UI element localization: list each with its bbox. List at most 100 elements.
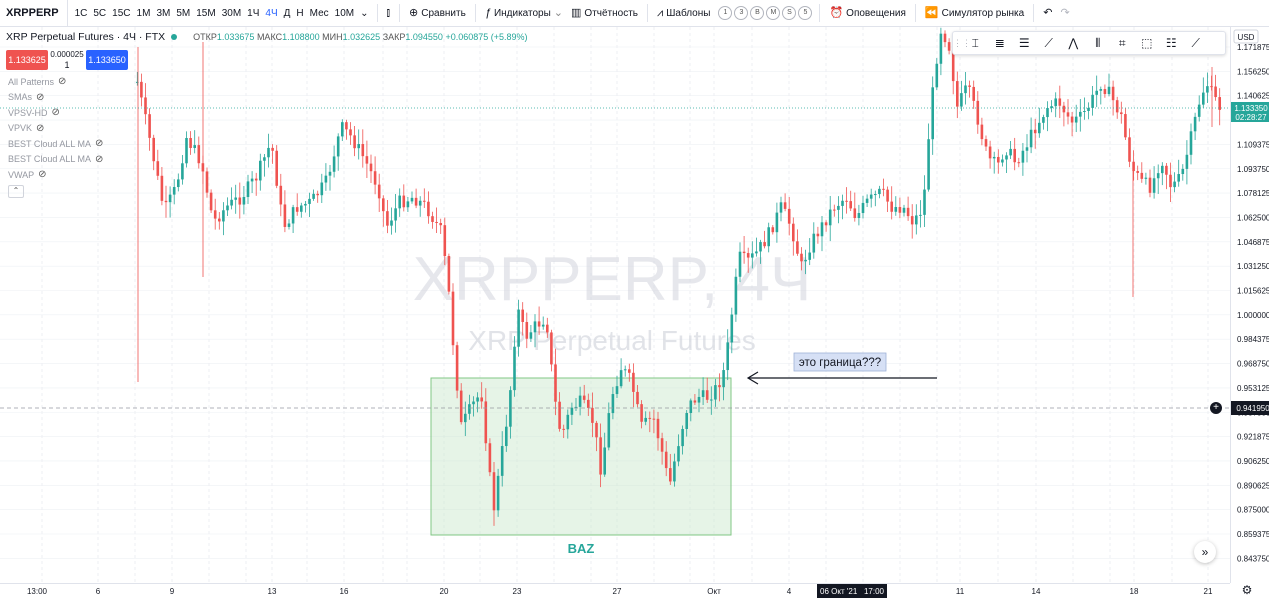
timeframe-11[interactable]: Н	[296, 7, 304, 19]
collapse-legend-button[interactable]: ⌃	[8, 184, 24, 198]
indicator-item[interactable]: SMAs ⊘	[8, 90, 103, 106]
eye-hidden-icon[interactable]: ⊘	[36, 122, 45, 134]
trend-line-tool-icon[interactable]: ⟋	[1044, 35, 1053, 50]
fib-channel-tool-icon[interactable]: ☷	[1165, 36, 1177, 50]
indicator-item[interactable]: VWAP ⊘	[8, 167, 103, 183]
change-value: +0.060875 (+5.89%)	[445, 32, 528, 42]
candle-body	[956, 81, 959, 107]
eye-hidden-icon[interactable]: ⊘	[51, 107, 60, 119]
templates-button[interactable]: ⩘ Шаблоны	[653, 0, 714, 27]
buy-button[interactable]: 1.133650	[86, 50, 128, 70]
fib-retracement-tool-icon[interactable]: ≣	[994, 36, 1005, 50]
time-label: 16	[340, 587, 349, 596]
indicator-label: VWAP	[8, 169, 35, 180]
chart-type-button[interactable]: ⫾	[383, 0, 395, 27]
timeframe-8[interactable]: 1Ч	[247, 7, 260, 19]
indicator-item[interactable]: BEST Cloud ALL MA ⊘	[8, 152, 103, 168]
quantity-value[interactable]: 1	[64, 60, 70, 70]
time-scale[interactable]: 13:00 6 9 13 16 20 23 27 Окт 4 14 18 21 11 06 Окт '21…	[0, 583, 1230, 598]
template-badge[interactable]: 5	[798, 6, 813, 20]
price-label: 0.875000	[1237, 506, 1269, 515]
indicator-item[interactable]: VPSV-HD ⊘	[8, 105, 103, 121]
replay-button[interactable]: ⏪ Симулятор рынка	[921, 0, 1028, 27]
undo-button[interactable]: ↶	[1039, 0, 1056, 27]
timeframe-dropdown-icon[interactable]: ⌄	[360, 7, 369, 19]
candle-body	[160, 175, 164, 201]
candle-body	[746, 253, 750, 258]
drag-handle-icon[interactable]: ⋮⋮	[953, 37, 971, 48]
market-status-icon	[171, 34, 178, 40]
template-badge[interactable]: 3	[734, 6, 749, 20]
function-icon: ƒ	[484, 6, 491, 19]
candle-body	[796, 241, 799, 254]
rectangle-tool-icon[interactable]: ⬚	[1141, 36, 1153, 50]
candle-body	[447, 256, 451, 292]
time-label: 6	[96, 587, 101, 596]
timeframe-10[interactable]: Д	[283, 7, 291, 19]
eye-hidden-icon[interactable]: ⊘	[95, 138, 104, 150]
currency-button[interactable]	[1233, 29, 1259, 44]
callout-box[interactable]	[793, 352, 887, 372]
timeframe-9[interactable]: 4Ч	[265, 7, 278, 19]
template-badge[interactable]: 1	[718, 6, 733, 20]
template-badge[interactable]: S	[782, 6, 797, 20]
eye-hidden-icon[interactable]: ⊘	[95, 153, 104, 165]
candle-body	[775, 212, 779, 233]
timeframe-0[interactable]: 1С	[74, 7, 88, 19]
template-badge[interactable]: B	[750, 6, 765, 20]
candle-body	[1029, 129, 1033, 148]
timeframe-2[interactable]: 15С	[112, 7, 131, 19]
toolbar-divider	[914, 4, 916, 22]
redo-button[interactable]: ↷	[1056, 0, 1073, 27]
template-badge[interactable]: M	[766, 6, 781, 20]
candle-body	[484, 401, 488, 444]
candle-body	[1091, 94, 1094, 108]
symbol-search-button[interactable]: XRPPERP	[0, 0, 68, 27]
spread-box: 0.000025 1	[48, 50, 86, 70]
indicator-item[interactable]: All Patterns ⊘	[8, 74, 103, 90]
timeframe-12[interactable]: Мес	[309, 7, 329, 19]
eye-hidden-icon[interactable]: ⊘	[36, 91, 45, 103]
candle-body	[353, 135, 356, 149]
timeframe-5[interactable]: 5М	[176, 7, 191, 19]
report-button[interactable]: ▥ Отчётность	[567, 0, 642, 27]
candle-body	[1197, 104, 1201, 117]
compare-button[interactable]: ⊕ Сравнить	[405, 0, 470, 27]
eye-hidden-icon[interactable]: ⊘	[58, 76, 67, 88]
top-toolbar: XRPPERP 1С 5С 15С 1М 3М 5М 15М 30М 1Ч 4Ч Д Н Мес 10М …	[0, 0, 1269, 27]
candle-body	[992, 156, 996, 159]
indicator-item[interactable]: BEST Cloud ALL MA ⊘	[8, 136, 103, 152]
candle-body	[874, 194, 877, 196]
sell-button[interactable]: 1.133625	[6, 50, 48, 70]
crossline-tool-icon[interactable]: ⌗	[1118, 35, 1126, 50]
pattern-tool-icon[interactable]: ⋀	[1068, 36, 1079, 50]
brush-tool-icon[interactable]: ⟋	[1191, 35, 1200, 50]
chart-settings-button[interactable]: ⚙	[1232, 584, 1262, 597]
bar-countdown: 02:28:27	[1235, 113, 1267, 122]
alerts-button[interactable]: ⏰ Оповещения	[825, 0, 909, 27]
price-chart[interactable]: XRPPERP, 4Ч XRP Perpetual Futures BAZ эт…	[0, 27, 1230, 583]
candle-body	[287, 223, 291, 227]
scroll-to-realtime-button[interactable]: »	[1194, 541, 1216, 563]
add-alert-icon[interactable]: +	[1210, 402, 1222, 414]
indicators-button[interactable]: ƒ Индикаторы ⌄	[481, 0, 567, 27]
trade-panel: 1.133625 0.000025 1 1.133650	[6, 50, 128, 70]
price-scale[interactable]: USD 1.171875 1.156250 1.140625 1.109375 1.09…	[1230, 27, 1269, 583]
eye-hidden-icon[interactable]: ⊘	[38, 169, 47, 181]
timeframe-13[interactable]: 10М	[334, 7, 355, 19]
timeframe-6[interactable]: 15М	[196, 7, 216, 19]
parallel-channel-tool-icon[interactable]: ⫴	[1095, 35, 1101, 50]
time-label: 4	[787, 587, 792, 596]
indicator-item[interactable]: VPVK ⊘	[8, 121, 103, 137]
horizontal-lines-tool-icon[interactable]: ☰	[1018, 36, 1030, 50]
timeframe-1[interactable]: 5С	[93, 7, 107, 19]
timeframe-7[interactable]: 30М	[221, 7, 242, 19]
candle-body	[230, 199, 233, 206]
candle-body	[492, 472, 496, 511]
text-cursor-tool-icon[interactable]: ⌶	[971, 35, 979, 50]
candle-body	[275, 150, 278, 186]
symbol-title[interactable]: XRP Perpetual Futures · 4Ч · FTX	[6, 31, 166, 43]
candle-body	[1070, 116, 1074, 123]
timeframe-4[interactable]: 3М	[156, 7, 171, 19]
timeframe-3[interactable]: 1М	[136, 7, 151, 19]
